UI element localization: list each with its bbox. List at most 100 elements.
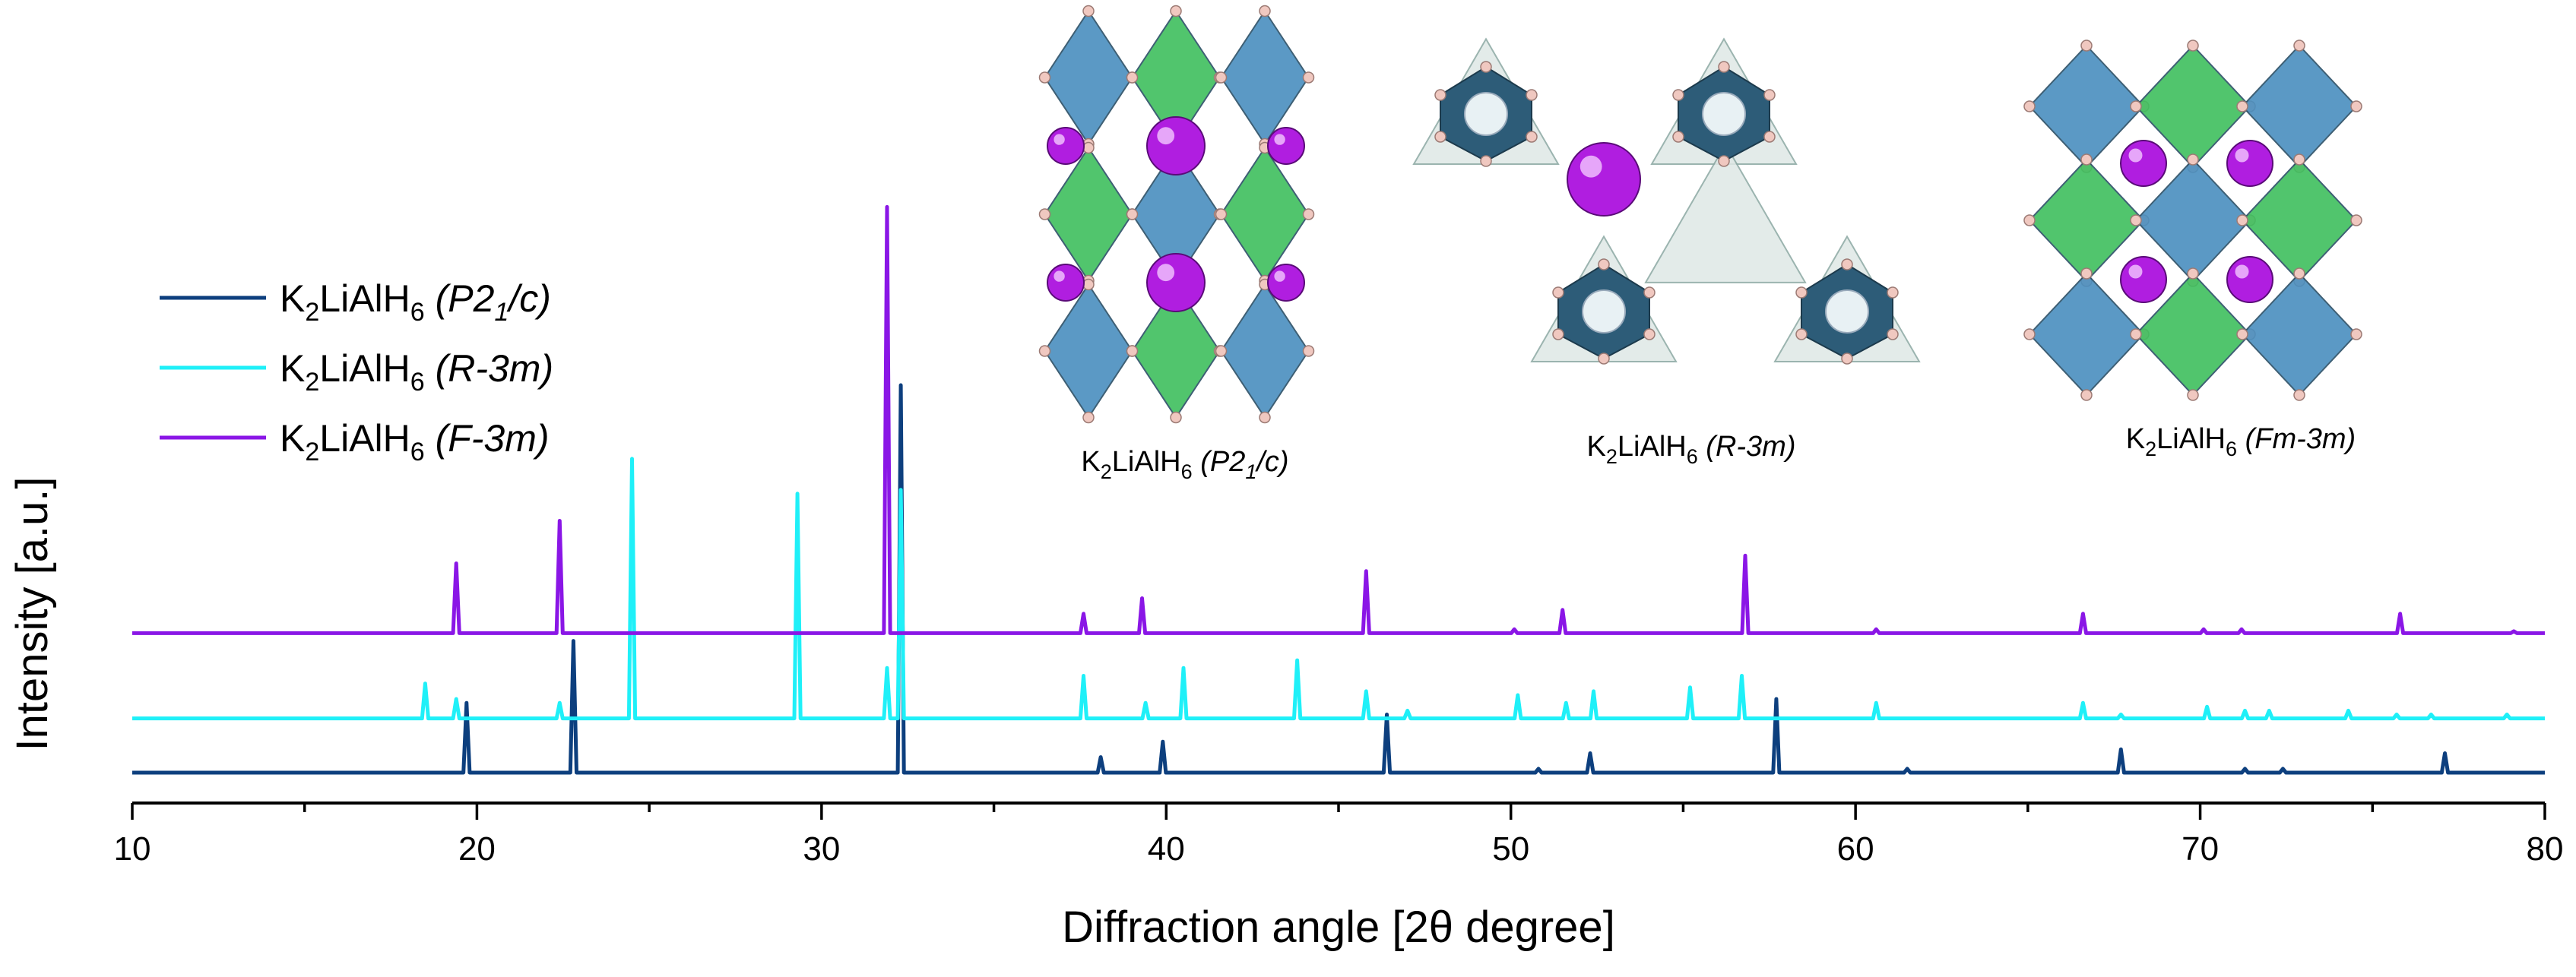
aluminium-atom: [1582, 289, 1626, 334]
hydrogen-atom: [2236, 100, 2248, 112]
potassium-atom: [2226, 256, 2273, 303]
svg-text:K2LiAlH6 (P21/c): K2LiAlH6 (P21/c): [1081, 446, 1288, 483]
x-tick-label: 20: [458, 830, 496, 868]
hydrogen-atom: [1887, 328, 1899, 340]
atom-highlight: [2235, 148, 2249, 163]
hydrogen-atom: [1302, 71, 1315, 84]
series-r3m: [132, 457, 2545, 721]
hydrogen-atom: [2236, 214, 2248, 226]
atom-highlight: [2235, 264, 2249, 279]
hydrogen-atom: [1526, 131, 1538, 143]
legend: K2LiAlH6 (P21/c) K2LiAlH6 (R-3m) K2LiAlH…: [160, 277, 553, 466]
plot-area: [132, 204, 2545, 775]
hydrogen-atom: [1215, 345, 1228, 357]
hydrogen-atom: [2293, 153, 2305, 166]
hydrogen-atom: [2236, 328, 2248, 340]
hydrogen-atom: [1552, 328, 1564, 340]
hydrogen-atom: [2130, 328, 2142, 340]
svg-text:K2LiAlH6 (Fm-3m): K2LiAlH6 (Fm-3m): [2126, 423, 2356, 460]
octahedron: [1044, 9, 1133, 146]
large-triangle-face: [1644, 142, 1807, 283]
hydrogen-atom: [2023, 214, 2036, 226]
atom-highlight: [1580, 155, 1602, 178]
hydrogen-atom: [1526, 89, 1538, 101]
hydrogen-atom: [1170, 5, 1182, 17]
trace-line: [132, 457, 2545, 721]
hydrogen-atom: [1795, 328, 1808, 340]
atom-highlight: [2128, 264, 2143, 279]
hydrogen-atom: [2350, 100, 2362, 112]
hydrogen-atom: [1038, 345, 1051, 357]
hydrogen-atom: [1082, 411, 1095, 424]
hydrogen-atom: [2080, 267, 2093, 280]
hydrogen-atom: [1763, 89, 1776, 101]
x-tick-label: 10: [114, 830, 151, 868]
svg-text:K2LiAlH6 (R-3m): K2LiAlH6 (R-3m): [1587, 431, 1796, 468]
hydrogen-atom: [1126, 71, 1139, 84]
hydrogen-atom: [1841, 258, 1853, 270]
hydrogen-atom: [2023, 328, 2036, 340]
hydrogen-atom: [1598, 353, 1610, 365]
hydrogen-atom: [2080, 153, 2093, 166]
atom-highlight: [1157, 127, 1175, 145]
hydrogen-atom: [2187, 40, 2199, 52]
octahedron: [1220, 283, 1310, 419]
hydrogen-atom: [1598, 258, 1610, 270]
hydrogen-atom: [1841, 353, 1853, 365]
hydrogen-atom: [1480, 155, 1492, 167]
hydrogen-atom: [1672, 89, 1684, 101]
atom-highlight: [1157, 264, 1175, 282]
hydrogen-atom: [1082, 278, 1095, 291]
hydrogen-atom: [1259, 5, 1271, 17]
x-axis-title: Diffraction angle [2θ degree]: [1062, 903, 1615, 952]
aluminium-atom: [1702, 92, 1746, 136]
hydrogen-atom: [1082, 5, 1095, 17]
x-tick-label: 40: [1148, 830, 1185, 868]
hydrogen-atom: [2130, 214, 2142, 226]
hydrogen-atom: [1302, 345, 1315, 357]
octahedron: [1044, 146, 1133, 283]
structure-caption-fm3m: K2LiAlH6 (Fm-3m): [2126, 423, 2356, 460]
legend-label-r3m: K2LiAlH6 (R-3m): [280, 347, 553, 397]
legend-label-f3m: K2LiAlH6 (F-3m): [280, 417, 550, 466]
potassium-atom: [1146, 253, 1206, 312]
octahedron: [1220, 9, 1310, 146]
hydrogen-atom: [1718, 61, 1730, 73]
potassium-atom: [2226, 140, 2273, 187]
hydrogen-atom: [2023, 100, 2036, 112]
hydrogen-atom: [1259, 411, 1271, 424]
hydrogen-atom: [2293, 40, 2305, 52]
potassium-atom: [1567, 142, 1641, 217]
hydrogen-atom: [1434, 131, 1446, 143]
potassium-atom: [1146, 116, 1206, 175]
hydrogen-atom: [2187, 267, 2199, 280]
potassium-atom: [1047, 127, 1085, 165]
x-tick-label: 60: [1837, 830, 1874, 868]
octahedron: [1044, 283, 1133, 419]
structure-caption-r3m: K2LiAlH6 (R-3m): [1587, 431, 1796, 468]
x-tick-label: 50: [1492, 830, 1529, 868]
hydrogen-atom: [1170, 411, 1182, 424]
hydrogen-atom: [2293, 389, 2305, 401]
crystal-structures: [1038, 5, 2362, 424]
hydrogen-atom: [1126, 345, 1139, 357]
aluminium-atom: [1464, 92, 1508, 136]
hydrogen-atom: [1643, 328, 1656, 340]
hydrogen-atom: [2130, 100, 2142, 112]
hydrogen-atom: [2080, 389, 2093, 401]
hydrogen-atom: [1763, 131, 1776, 143]
hydrogen-atom: [1038, 208, 1051, 220]
atom-highlight: [1274, 134, 1285, 145]
atom-highlight: [1054, 134, 1065, 145]
aluminium-atom: [1825, 289, 1869, 334]
hydrogen-atom: [1795, 286, 1808, 299]
y-axis-title: Intensity [a.u.]: [8, 476, 57, 751]
x-tick-label: 70: [2182, 830, 2219, 868]
x-axis-ticks: 10 20 30 40 50 60 70 80: [114, 803, 2563, 868]
hydrogen-atom: [1038, 71, 1051, 84]
atom-highlight: [1054, 270, 1065, 282]
hydrogen-atom: [1672, 131, 1684, 143]
hydrogen-atom: [1434, 89, 1446, 101]
hydrogen-atom: [1302, 208, 1315, 220]
